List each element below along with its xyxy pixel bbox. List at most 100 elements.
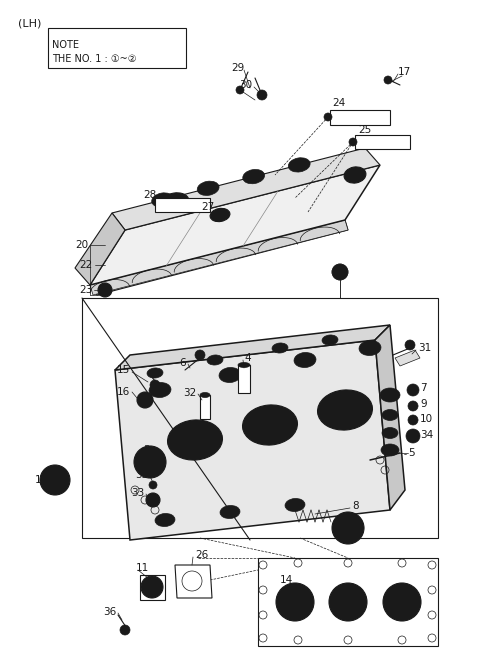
Ellipse shape (238, 363, 250, 367)
Ellipse shape (156, 195, 169, 205)
Ellipse shape (155, 514, 175, 527)
Text: 3: 3 (144, 445, 150, 455)
Ellipse shape (181, 430, 209, 450)
Text: 20: 20 (75, 240, 88, 250)
Circle shape (405, 340, 415, 350)
Ellipse shape (329, 583, 367, 621)
Polygon shape (175, 565, 212, 598)
Text: 2: 2 (356, 521, 362, 531)
Ellipse shape (382, 428, 398, 438)
Bar (238, 365, 250, 393)
Ellipse shape (242, 405, 298, 445)
Polygon shape (395, 350, 420, 366)
Ellipse shape (200, 392, 210, 398)
Circle shape (149, 481, 157, 489)
Bar (200, 395, 210, 419)
Polygon shape (375, 325, 405, 510)
Ellipse shape (201, 184, 215, 193)
Text: 11: 11 (136, 563, 149, 573)
Text: 5: 5 (408, 448, 415, 458)
Text: 16: 16 (117, 387, 130, 397)
Ellipse shape (149, 382, 171, 398)
Text: 32: 32 (183, 388, 196, 398)
Circle shape (332, 512, 364, 544)
Ellipse shape (288, 157, 310, 172)
Polygon shape (90, 220, 348, 295)
Text: 26: 26 (195, 550, 208, 560)
Bar (330, 110, 390, 125)
Text: 35: 35 (135, 470, 148, 480)
Text: 28: 28 (144, 190, 157, 200)
Text: 1: 1 (337, 268, 343, 276)
Ellipse shape (256, 415, 284, 435)
Polygon shape (112, 148, 380, 230)
Circle shape (257, 90, 267, 100)
Ellipse shape (152, 193, 173, 207)
Text: 24: 24 (332, 98, 345, 108)
Ellipse shape (285, 499, 305, 512)
Bar (155, 198, 210, 212)
Circle shape (384, 76, 392, 84)
Ellipse shape (318, 390, 372, 430)
Ellipse shape (294, 352, 316, 367)
Polygon shape (90, 220, 348, 295)
Text: 36: 36 (103, 607, 116, 617)
Circle shape (150, 380, 160, 390)
Circle shape (332, 264, 348, 280)
Text: 10: 10 (420, 414, 433, 424)
Text: 8: 8 (352, 501, 359, 511)
Polygon shape (90, 165, 380, 285)
Text: THE NO. 1 : ①~②: THE NO. 1 : ①~② (52, 54, 136, 64)
Text: 29: 29 (231, 63, 244, 73)
Text: 1: 1 (339, 268, 345, 276)
Ellipse shape (168, 420, 222, 460)
Text: (LH): (LH) (18, 18, 41, 28)
Circle shape (134, 446, 166, 478)
Text: 22: 22 (79, 260, 92, 270)
Circle shape (98, 283, 112, 297)
Text: NOTE: NOTE (52, 40, 79, 50)
Ellipse shape (298, 355, 312, 365)
Ellipse shape (359, 340, 381, 356)
Text: 30: 30 (239, 80, 252, 90)
Bar (355, 135, 410, 149)
Polygon shape (115, 325, 390, 370)
Text: 14: 14 (280, 575, 293, 585)
Text: 25: 25 (358, 125, 371, 135)
Polygon shape (140, 575, 165, 600)
Ellipse shape (161, 193, 189, 211)
Ellipse shape (331, 400, 359, 420)
Circle shape (236, 86, 244, 94)
Text: 17: 17 (398, 67, 411, 77)
Polygon shape (75, 213, 125, 285)
Text: 6: 6 (180, 358, 186, 368)
Ellipse shape (197, 181, 219, 195)
Ellipse shape (207, 355, 223, 365)
Ellipse shape (272, 343, 288, 353)
Text: 15: 15 (117, 365, 130, 375)
Ellipse shape (380, 388, 400, 402)
Text: 9: 9 (420, 399, 427, 409)
Ellipse shape (153, 385, 167, 395)
Text: 23: 23 (79, 285, 92, 295)
Ellipse shape (147, 368, 163, 378)
Polygon shape (115, 340, 390, 540)
Ellipse shape (324, 395, 366, 425)
Ellipse shape (174, 425, 216, 455)
Text: 4: 4 (244, 353, 251, 363)
Text: 33: 33 (131, 488, 144, 498)
Circle shape (146, 493, 160, 507)
Ellipse shape (292, 160, 306, 169)
Ellipse shape (223, 370, 237, 380)
Circle shape (195, 350, 205, 360)
Circle shape (137, 392, 153, 408)
Ellipse shape (382, 409, 398, 420)
Text: 34: 34 (420, 430, 433, 440)
Ellipse shape (344, 167, 366, 183)
Circle shape (324, 113, 332, 121)
Circle shape (407, 384, 419, 396)
Ellipse shape (219, 367, 241, 382)
Bar (82, 298, 438, 538)
Circle shape (120, 625, 130, 635)
Ellipse shape (363, 343, 377, 353)
